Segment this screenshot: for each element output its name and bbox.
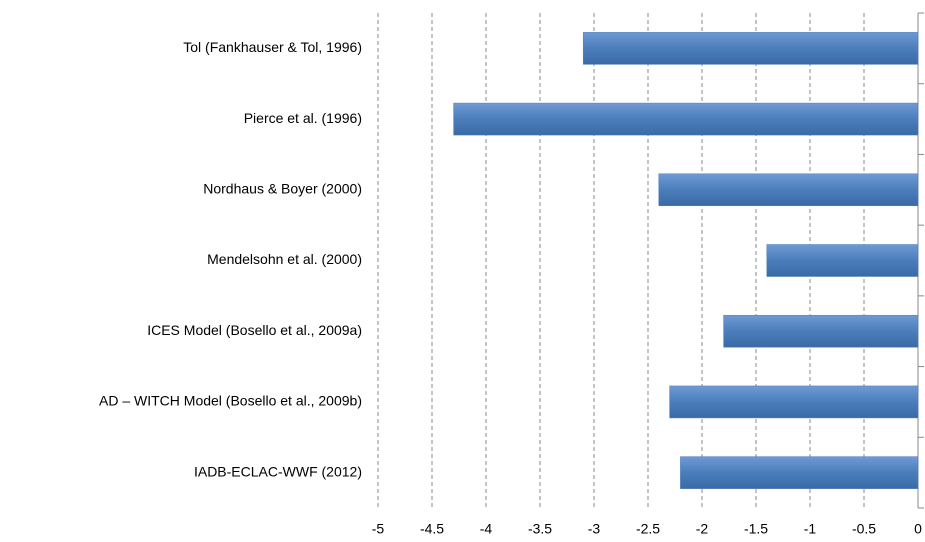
x-tick-label: -3.5 (528, 521, 552, 537)
bar (766, 244, 919, 277)
x-tick-label: -4.5 (420, 521, 444, 537)
y-tick-label: AD – WITCH Model (Bosello et al., 2009b) (99, 393, 362, 409)
x-tick-label: 0 (914, 521, 922, 537)
bar (453, 102, 919, 136)
x-tick-label: -3 (588, 521, 601, 537)
y-tick-label: Pierce et al. (1996) (244, 110, 362, 126)
x-tick-label: -4 (480, 521, 493, 537)
y-tick-label: ICES Model (Bosello et al., 2009a) (147, 322, 362, 338)
x-tick-label: -1.5 (744, 521, 768, 537)
bar (582, 32, 919, 65)
x-tick-label: -5 (372, 521, 385, 537)
bar (669, 385, 919, 419)
x-tick-label: -0.5 (852, 521, 876, 537)
y-tick-label: Nordhaus & Boyer (2000) (203, 180, 362, 196)
y-tick-label: Tol (Fankhauser & Tol, 1996) (183, 39, 362, 55)
bar (680, 456, 919, 489)
x-tick-label: -2.5 (636, 521, 660, 537)
bar (658, 173, 919, 207)
x-tick-label: -1 (804, 521, 817, 537)
x-tick-label: -2 (696, 521, 709, 537)
y-tick-label: Mendelsohn et al. (2000) (207, 251, 362, 267)
bar (723, 314, 919, 348)
y-tick-label: IADB-ECLAC-WWF (2012) (194, 463, 362, 479)
